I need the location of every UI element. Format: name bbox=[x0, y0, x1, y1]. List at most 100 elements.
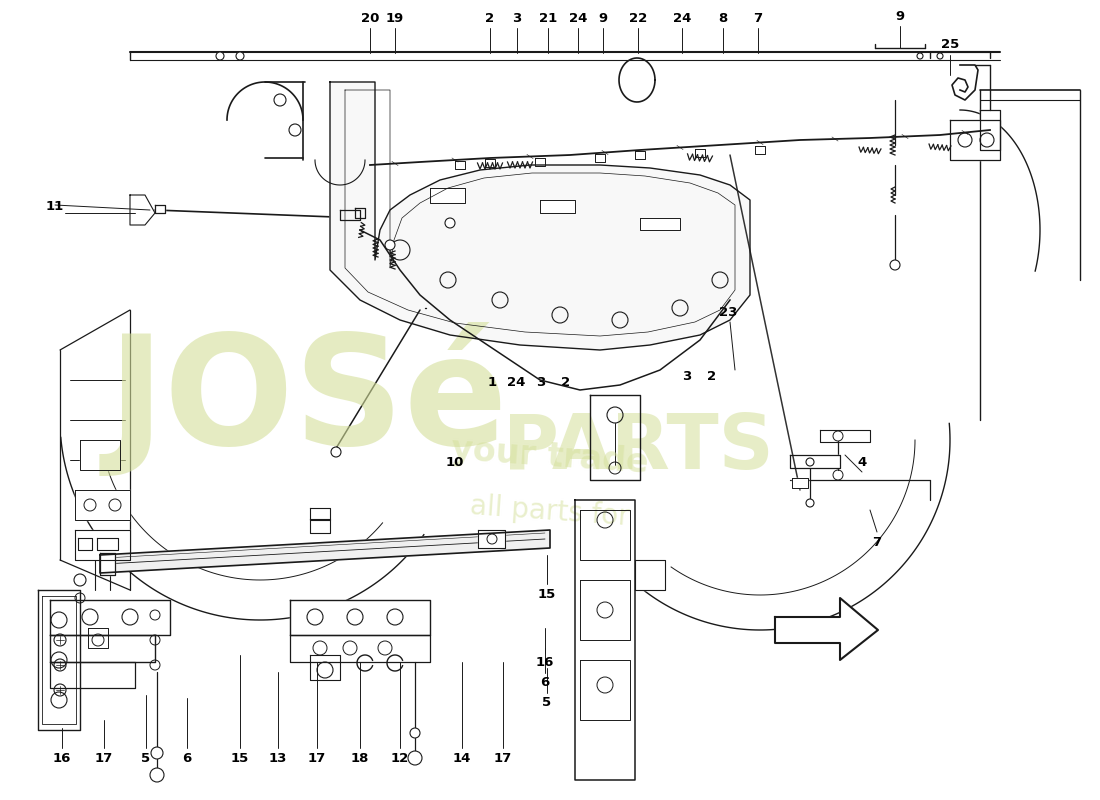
Polygon shape bbox=[950, 120, 1000, 160]
Text: 19: 19 bbox=[386, 11, 404, 25]
Circle shape bbox=[151, 747, 163, 759]
Polygon shape bbox=[155, 205, 165, 213]
Polygon shape bbox=[595, 154, 605, 162]
Circle shape bbox=[890, 260, 900, 270]
Circle shape bbox=[274, 94, 286, 106]
Circle shape bbox=[410, 728, 420, 738]
Polygon shape bbox=[290, 635, 430, 662]
Text: 3: 3 bbox=[537, 375, 546, 389]
Polygon shape bbox=[755, 146, 764, 154]
Text: 16: 16 bbox=[536, 657, 554, 670]
Polygon shape bbox=[310, 519, 330, 533]
Polygon shape bbox=[820, 430, 870, 442]
Polygon shape bbox=[75, 490, 130, 520]
Text: 17: 17 bbox=[308, 751, 326, 765]
Polygon shape bbox=[290, 600, 430, 635]
Polygon shape bbox=[980, 110, 1000, 150]
Polygon shape bbox=[330, 82, 750, 350]
Polygon shape bbox=[635, 560, 666, 590]
Text: 13: 13 bbox=[268, 751, 287, 765]
Text: 20: 20 bbox=[361, 11, 379, 25]
Circle shape bbox=[289, 124, 301, 136]
Text: 25: 25 bbox=[940, 38, 959, 51]
Polygon shape bbox=[640, 218, 680, 230]
Text: 17: 17 bbox=[494, 751, 513, 765]
Polygon shape bbox=[485, 159, 495, 167]
Text: 2: 2 bbox=[485, 11, 495, 25]
Polygon shape bbox=[100, 530, 550, 573]
Text: all parts for: all parts for bbox=[470, 493, 630, 531]
Polygon shape bbox=[50, 635, 155, 662]
Text: 5: 5 bbox=[542, 697, 551, 710]
Text: 9: 9 bbox=[598, 11, 607, 25]
Text: 15: 15 bbox=[538, 587, 557, 601]
Text: 11: 11 bbox=[46, 201, 64, 214]
Polygon shape bbox=[455, 161, 465, 169]
Polygon shape bbox=[478, 530, 505, 548]
Text: 18: 18 bbox=[351, 751, 370, 765]
Circle shape bbox=[937, 53, 943, 59]
Circle shape bbox=[216, 52, 224, 60]
Polygon shape bbox=[430, 188, 465, 203]
Polygon shape bbox=[310, 508, 330, 520]
Polygon shape bbox=[310, 655, 340, 680]
Polygon shape bbox=[790, 455, 840, 468]
Text: 24: 24 bbox=[673, 11, 691, 25]
Text: 7: 7 bbox=[754, 11, 762, 25]
Polygon shape bbox=[80, 440, 120, 470]
Polygon shape bbox=[340, 210, 360, 220]
Polygon shape bbox=[50, 662, 135, 688]
Circle shape bbox=[331, 447, 341, 457]
Text: 23: 23 bbox=[718, 306, 737, 318]
Text: 16: 16 bbox=[53, 751, 72, 765]
Polygon shape bbox=[776, 598, 878, 660]
Circle shape bbox=[446, 218, 455, 228]
Circle shape bbox=[236, 52, 244, 60]
Text: your trade: your trade bbox=[450, 433, 650, 479]
Polygon shape bbox=[580, 510, 630, 560]
Text: 17: 17 bbox=[95, 751, 113, 765]
Polygon shape bbox=[97, 538, 118, 550]
Polygon shape bbox=[88, 628, 108, 648]
Polygon shape bbox=[695, 149, 705, 157]
Circle shape bbox=[385, 240, 395, 250]
Polygon shape bbox=[355, 208, 365, 218]
Text: 1: 1 bbox=[487, 375, 496, 389]
Polygon shape bbox=[792, 478, 808, 488]
Text: 9: 9 bbox=[895, 10, 904, 22]
Text: 2: 2 bbox=[707, 370, 716, 383]
Text: 3: 3 bbox=[682, 370, 692, 383]
Circle shape bbox=[917, 53, 923, 59]
Polygon shape bbox=[635, 151, 645, 159]
Polygon shape bbox=[580, 660, 630, 720]
Polygon shape bbox=[535, 158, 544, 166]
Text: 4: 4 bbox=[857, 455, 867, 469]
Text: 12: 12 bbox=[390, 751, 409, 765]
Text: 6: 6 bbox=[183, 751, 191, 765]
Circle shape bbox=[806, 499, 814, 507]
Polygon shape bbox=[580, 580, 630, 640]
Text: 14: 14 bbox=[453, 751, 471, 765]
Polygon shape bbox=[540, 200, 575, 213]
Polygon shape bbox=[50, 600, 170, 635]
Circle shape bbox=[75, 593, 85, 603]
Text: 8: 8 bbox=[718, 11, 727, 25]
Text: PARTS: PARTS bbox=[503, 411, 773, 485]
Circle shape bbox=[150, 768, 164, 782]
Polygon shape bbox=[78, 538, 92, 550]
Text: 7: 7 bbox=[872, 535, 881, 549]
Text: 24: 24 bbox=[507, 375, 525, 389]
Text: 15: 15 bbox=[231, 751, 249, 765]
Text: 10: 10 bbox=[446, 455, 464, 469]
Text: JOSé: JOSé bbox=[108, 323, 508, 477]
Polygon shape bbox=[100, 553, 116, 575]
Polygon shape bbox=[75, 530, 130, 560]
Text: 5: 5 bbox=[142, 751, 151, 765]
Text: 3: 3 bbox=[513, 11, 521, 25]
Text: 6: 6 bbox=[540, 677, 550, 690]
Polygon shape bbox=[42, 596, 76, 724]
Text: 24: 24 bbox=[569, 11, 587, 25]
Text: 2: 2 bbox=[561, 375, 571, 389]
Circle shape bbox=[408, 751, 422, 765]
Polygon shape bbox=[590, 395, 640, 480]
